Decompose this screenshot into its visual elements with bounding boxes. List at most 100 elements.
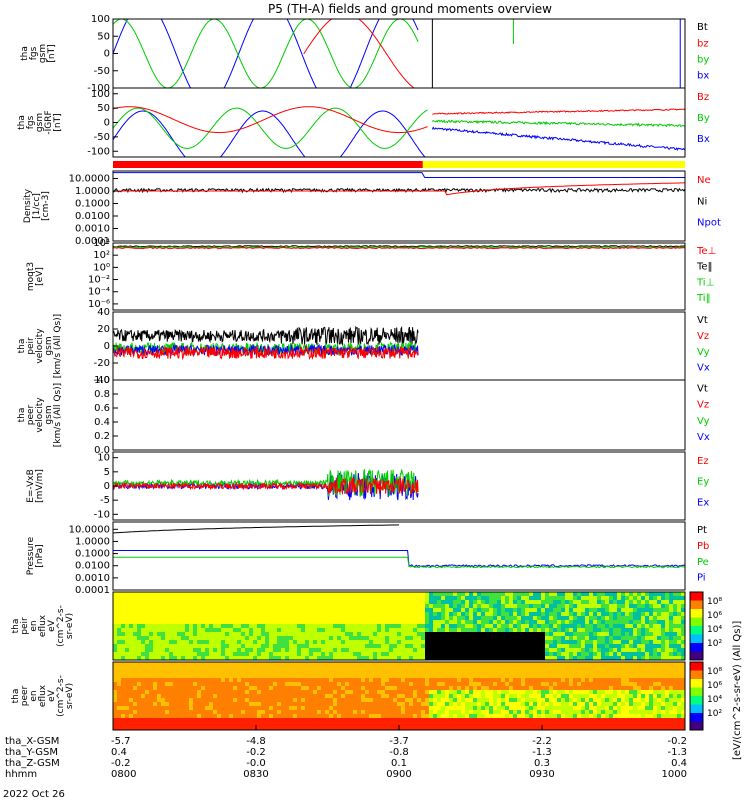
heatmap-cell <box>177 612 181 616</box>
heatmap-cell <box>329 640 333 644</box>
legend-entry: Bz <box>697 92 709 103</box>
heatmap-cell <box>489 636 493 640</box>
heatmap-cell <box>429 628 433 632</box>
heatmap-cell <box>345 718 349 722</box>
heatmap-cell <box>189 722 193 726</box>
heatmap-cell <box>329 702 333 706</box>
heatmap-cell <box>529 640 533 644</box>
heatmap-cell <box>597 718 601 722</box>
heatmap-cell <box>353 648 357 652</box>
heatmap-cell <box>621 666 625 670</box>
heatmap-cell <box>221 628 225 632</box>
heatmap-cell <box>189 616 193 620</box>
heatmap-cell <box>649 690 653 694</box>
heatmap-cell <box>177 608 181 612</box>
heatmap-cell <box>625 690 629 694</box>
y-tick-label: 10² <box>93 250 110 261</box>
heatmap-cell <box>185 604 189 608</box>
heatmap-cell <box>561 592 565 596</box>
heatmap-cell <box>205 644 209 648</box>
heatmap-cell <box>453 666 457 670</box>
heatmap-cell <box>657 628 661 632</box>
heatmap-cell <box>481 632 485 636</box>
heatmap-cell <box>465 662 469 666</box>
heatmap-cell <box>565 714 569 718</box>
heatmap-cell <box>577 710 581 714</box>
heatmap-cell <box>657 670 661 674</box>
heatmap-cell <box>145 722 149 726</box>
heatmap-cell <box>481 628 485 632</box>
y-axis-label-line: [mV/m] <box>35 469 45 503</box>
heatmap-cell <box>597 698 601 702</box>
heatmap-cell <box>297 652 301 656</box>
heatmap-cell <box>269 656 273 660</box>
heatmap-cell <box>245 628 249 632</box>
heatmap-cell <box>281 714 285 718</box>
heatmap-cell <box>665 600 669 604</box>
heatmap-cell <box>353 632 357 636</box>
heatmap-cell <box>417 636 421 640</box>
heatmap-cell <box>217 710 221 714</box>
heatmap-cell <box>537 694 541 698</box>
heatmap-cell <box>321 678 325 682</box>
heatmap-cell <box>597 694 601 698</box>
heatmap-cell <box>617 678 621 682</box>
heatmap-cell <box>589 616 593 620</box>
heatmap-cell <box>197 678 201 682</box>
heatmap-cell <box>525 702 529 706</box>
heatmap-cell <box>277 616 281 620</box>
heatmap-cell <box>201 624 205 628</box>
heatmap-cell <box>229 640 233 644</box>
heatmap-cell <box>353 670 357 674</box>
heatmap-cell <box>637 596 641 600</box>
heatmap-cell <box>425 628 429 632</box>
heatmap-cell <box>405 718 409 722</box>
heatmap-cell <box>401 666 405 670</box>
heatmap-cell <box>217 600 221 604</box>
heatmap-cell <box>357 620 361 624</box>
heatmap-cell <box>513 608 517 612</box>
heatmap-cell <box>277 648 281 652</box>
heatmap-cell <box>589 632 593 636</box>
heatmap-cell <box>553 592 557 596</box>
heatmap-cell <box>497 604 501 608</box>
heatmap-cell <box>253 674 257 678</box>
heatmap-cell <box>545 640 549 644</box>
heatmap-cell <box>117 686 121 690</box>
heatmap-cell <box>313 632 317 636</box>
colorbar-swatch <box>690 609 703 618</box>
heatmap-cell <box>189 682 193 686</box>
heatmap-cell <box>161 694 165 698</box>
y-axis-label: tha fgs gsm [nT] <box>20 44 57 63</box>
heatmap-cell <box>325 644 329 648</box>
heatmap-cell <box>461 640 465 644</box>
heatmap-cell <box>509 604 513 608</box>
heatmap-cell <box>541 648 545 652</box>
heatmap-cell <box>125 592 129 596</box>
heatmap-cell <box>513 694 517 698</box>
heatmap-cell <box>221 722 225 726</box>
heatmap-cell <box>597 714 601 718</box>
heatmap-cell <box>261 644 265 648</box>
heatmap-cell <box>141 592 145 596</box>
heatmap-cell <box>405 652 409 656</box>
heatmap-cell <box>681 640 685 644</box>
heatmap-cell <box>249 714 253 718</box>
heatmap-cell <box>433 678 437 682</box>
heatmap-cell <box>305 698 309 702</box>
heatmap-cell <box>153 632 157 636</box>
heatmap-cell <box>393 726 397 730</box>
heatmap-cell <box>165 706 169 710</box>
heatmap-cell <box>509 608 513 612</box>
heatmap-cell <box>609 652 613 656</box>
heatmap-cell <box>497 656 501 660</box>
y-tick-label: 10⁻⁶ <box>88 299 110 310</box>
heatmap-cell <box>633 726 637 730</box>
heatmap-cell <box>233 710 237 714</box>
heatmap-cell <box>309 652 313 656</box>
heatmap-cell <box>297 600 301 604</box>
heatmap-cell <box>217 656 221 660</box>
heatmap-cell <box>657 718 661 722</box>
heatmap-cell <box>521 652 525 656</box>
heatmap-cell <box>349 652 353 656</box>
